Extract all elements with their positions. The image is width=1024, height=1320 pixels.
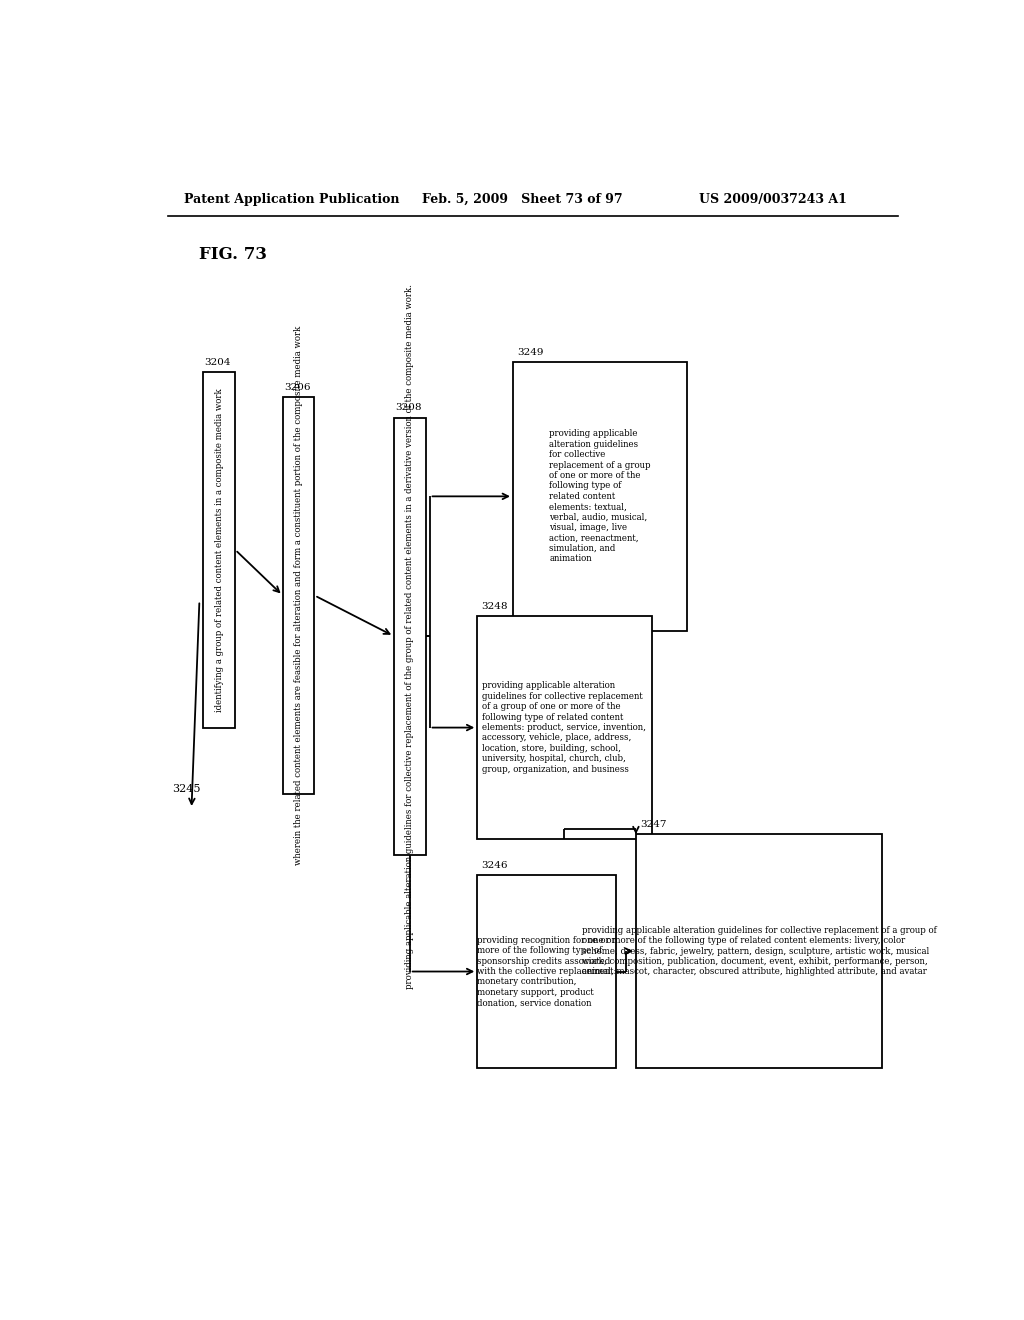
Text: 3248: 3248 [481,602,508,611]
Bar [283,397,314,793]
Text: FIG. 73: FIG. 73 [200,247,267,264]
Bar [477,875,616,1068]
Text: identifying a group of related content elements in a composite media work: identifying a group of related content e… [215,388,224,711]
Text: Feb. 5, 2009   Sheet 73 of 97: Feb. 5, 2009 Sheet 73 of 97 [422,193,623,206]
Bar [394,417,426,854]
Text: 3246: 3246 [481,861,508,870]
Bar [204,372,236,727]
Text: Patent Application Publication: Patent Application Publication [183,193,399,206]
Bar [636,834,882,1068]
Text: 3206: 3206 [284,383,310,392]
Text: wherein the related content elements are feasible for alteration and form a cons: wherein the related content elements are… [294,326,303,865]
Text: providing applicable
alteration guidelines
for collective
replacement of a group: providing applicable alteration guidelin… [550,429,651,564]
Bar [477,615,652,840]
Text: 3204: 3204 [205,358,231,367]
Text: 3249: 3249 [517,347,544,356]
Text: providing recognition for one or
more of the following type of
sponsorship credi: providing recognition for one or more of… [477,936,616,1007]
Text: providing applicable alteration guidelines for collective replacement of the gro: providing applicable alteration guidelin… [406,284,415,989]
Text: 3245: 3245 [172,784,200,793]
Text: providing applicable alteration guidelines for collective replacement of a group: providing applicable alteration guidelin… [582,925,936,977]
Text: 3247: 3247 [640,820,667,829]
Bar [513,362,687,631]
Text: US 2009/0037243 A1: US 2009/0037243 A1 [699,193,847,206]
Text: providing applicable alteration
guidelines for collective replacement
of a group: providing applicable alteration guidelin… [482,681,646,774]
Text: 3208: 3208 [395,404,422,412]
